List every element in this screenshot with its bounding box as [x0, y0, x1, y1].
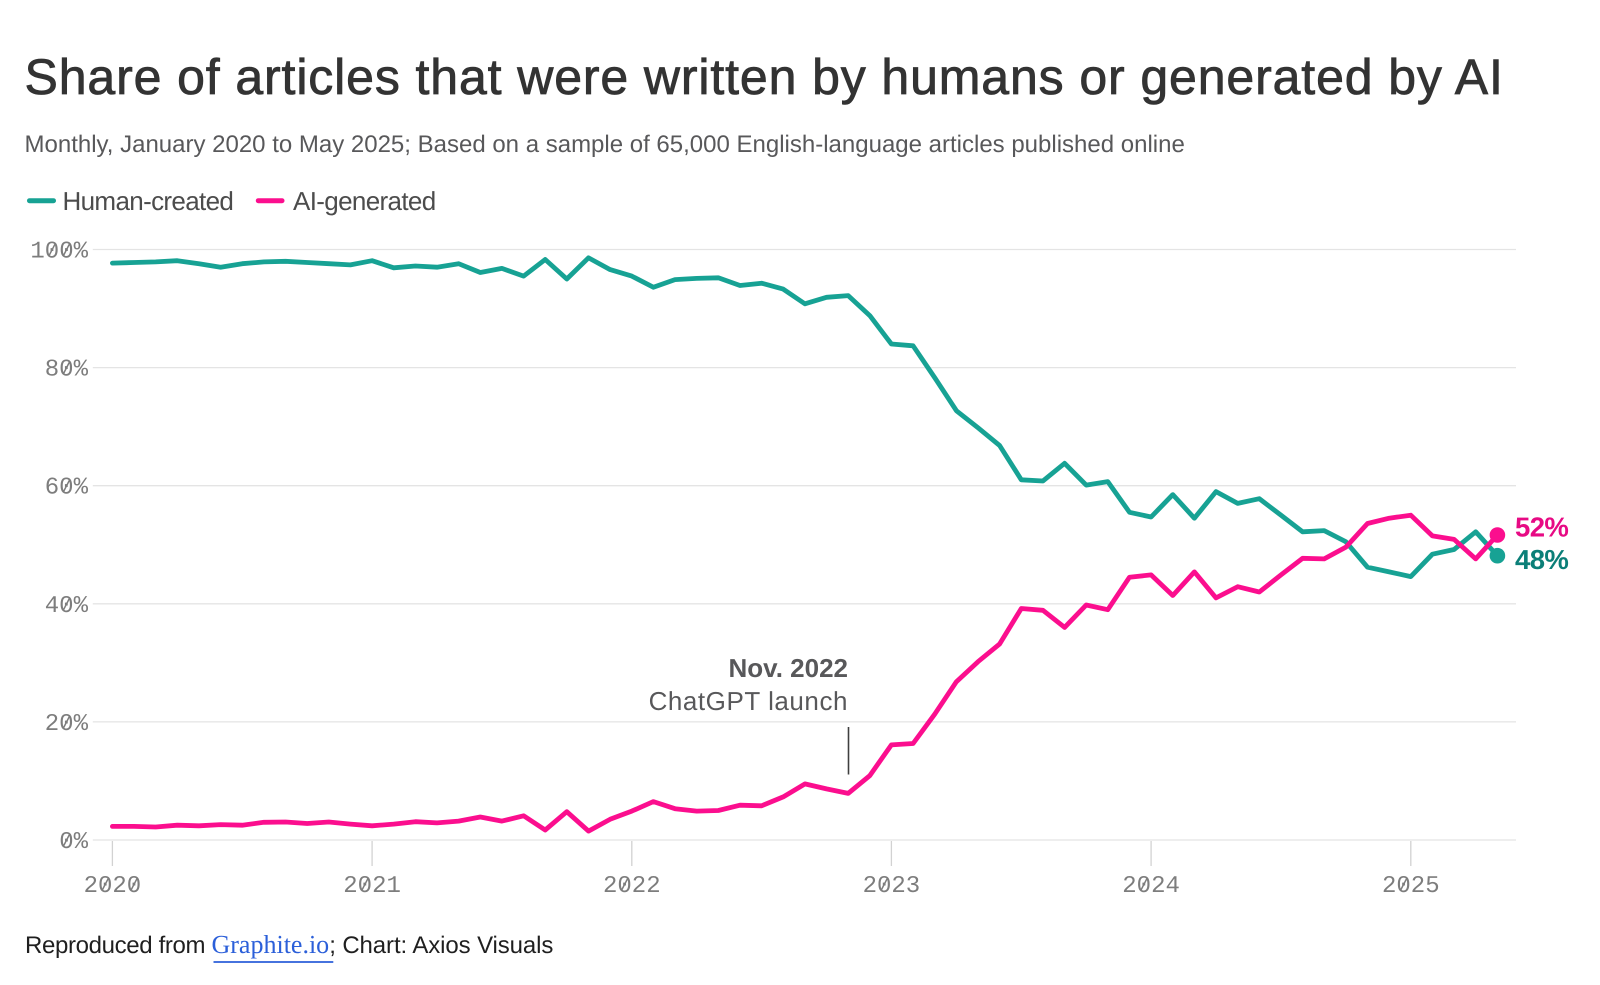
svg-text:AI-generated: AI-generated — [293, 186, 436, 216]
svg-text:40%: 40% — [45, 593, 89, 620]
svg-text:Human-created: Human-created — [63, 186, 234, 216]
svg-text:80%: 80% — [45, 357, 89, 384]
svg-text:2024: 2024 — [1122, 873, 1180, 900]
svg-text:48%: 48% — [1515, 544, 1568, 575]
svg-text:2021: 2021 — [343, 873, 401, 900]
svg-text:52%: 52% — [1515, 511, 1568, 542]
svg-text:60%: 60% — [45, 475, 89, 502]
svg-text:ChatGPT launch: ChatGPT launch — [649, 686, 848, 716]
svg-text:Nov. 2022: Nov. 2022 — [729, 653, 848, 683]
svg-text:Reproduced from Graphite.io; C: Reproduced from Graphite.io; Chart: Axio… — [25, 930, 553, 959]
svg-text:Share of articles that were wr: Share of articles that were written by h… — [25, 49, 1504, 105]
svg-text:2020: 2020 — [84, 873, 142, 900]
svg-text:2022: 2022 — [603, 873, 661, 900]
svg-text:100%: 100% — [30, 239, 88, 266]
svg-text:20%: 20% — [45, 711, 89, 738]
svg-text:2023: 2023 — [863, 873, 921, 900]
svg-text:Monthly, January 2020 to May 2: Monthly, January 2020 to May 2025; Based… — [25, 131, 1185, 158]
svg-text:2025: 2025 — [1382, 873, 1440, 900]
svg-text:0%: 0% — [59, 829, 88, 856]
